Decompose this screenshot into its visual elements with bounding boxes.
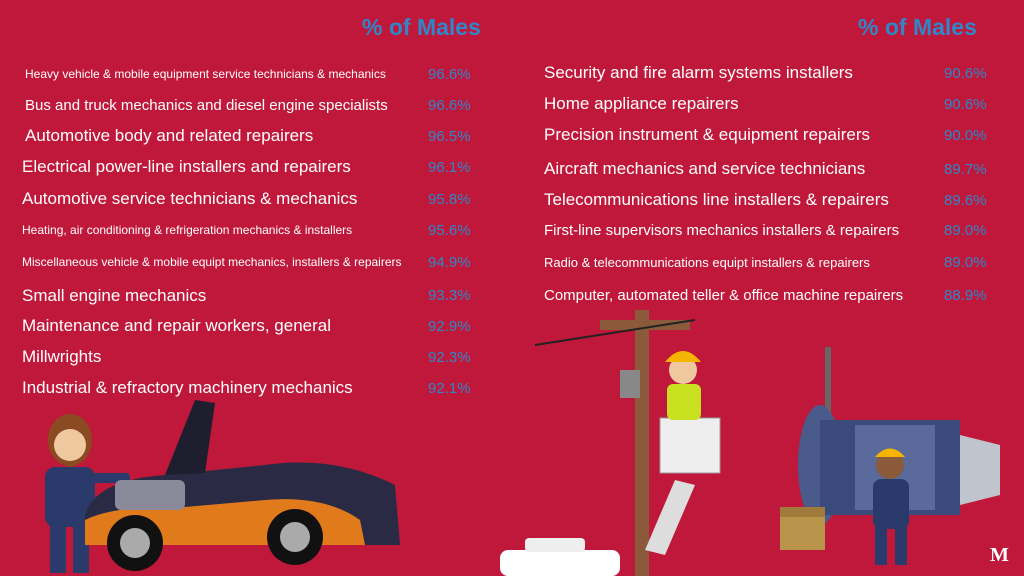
table-row: Computer, automated teller & office mach… <box>544 283 903 307</box>
occupation-label: Radio & telecommunications equipt instal… <box>544 254 870 270</box>
table-row: Maintenance and repair workers, general <box>22 314 331 338</box>
percent-value: 89.6% <box>944 191 987 209</box>
percent-value: 89.0% <box>944 253 987 271</box>
table-row: Automotive body and related repairers <box>25 124 313 148</box>
table-row: Heating, air conditioning & refrigeratio… <box>22 218 352 242</box>
table-row-value: 88.9% <box>944 283 987 307</box>
occupation-label: Heating, air conditioning & refrigeratio… <box>22 223 353 237</box>
table-row: Industrial & refractory machinery mechan… <box>22 376 353 400</box>
occupation-label: Maintenance and repair workers, general <box>22 316 332 335</box>
jet-engine <box>798 347 1000 525</box>
mechanic-car-illustration <box>45 400 400 573</box>
occupation-label: First-line supervisors mechanics install… <box>544 221 900 239</box>
percent-value: 95.8% <box>428 190 471 208</box>
table-row: Small engine mechanics <box>22 284 206 308</box>
table-row-value: 96.6% <box>428 62 471 86</box>
table-row-value: 96.6% <box>428 93 471 117</box>
table-row-value: 90.6% <box>944 61 987 85</box>
table-row-value: 89.0% <box>944 218 987 242</box>
table-row-value: 89.0% <box>944 250 987 274</box>
occupation-label: Bus and truck mechanics and diesel engin… <box>25 96 388 114</box>
occupation-label: Electrical power-line installers and rep… <box>22 157 351 176</box>
percent-value: 88.9% <box>944 286 987 304</box>
table-row-value: 92.1% <box>428 376 471 400</box>
occupation-label: Telecommunications line installers & rep… <box>544 190 889 209</box>
occupation-label: Precision instrument & equipment repaire… <box>544 125 870 144</box>
right-column-header: % of Males <box>858 14 977 40</box>
table-row: Security and fire alarm systems installe… <box>544 61 853 85</box>
worker-figure <box>665 351 701 420</box>
table-row-value: 90.0% <box>944 123 987 147</box>
occupation-label: Industrial & refractory machinery mechan… <box>22 378 353 397</box>
percent-value: 92.9% <box>428 317 471 335</box>
occupation-label: Computer, automated teller & office mach… <box>544 286 904 304</box>
table-row: Telecommunications line installers & rep… <box>544 188 889 212</box>
table-row: Precision instrument & equipment repaire… <box>544 123 870 147</box>
table-row-value: 94.9% <box>428 250 471 274</box>
table-row-value: 96.1% <box>428 155 471 179</box>
occupation-label: Automotive body and related repairers <box>25 126 314 145</box>
table-row-value: 93.3% <box>428 283 471 307</box>
table-row-value: 96.5% <box>428 124 471 148</box>
utility-pole <box>534 310 696 576</box>
percent-value: 90.6% <box>944 95 987 113</box>
table-row-value: 92.3% <box>428 345 471 369</box>
occupation-label: Millwrights <box>22 347 102 366</box>
occupation-label: Miscellaneous vehicle & mobile equipt me… <box>22 255 402 269</box>
table-row-value: 89.7% <box>944 157 987 181</box>
sports-car <box>85 400 400 571</box>
table-row: Radio & telecommunications equipt instal… <box>544 250 870 274</box>
table-row-value: 89.6% <box>944 188 987 212</box>
table-row-value: 95.8% <box>428 187 471 211</box>
percent-value: 89.0% <box>944 221 987 239</box>
occupation-label: Heavy vehicle & mobile equipment service… <box>25 67 386 81</box>
table-row-value: 90.6% <box>944 92 987 116</box>
table-row: Automotive service technicians & mechani… <box>22 187 357 211</box>
table-row: First-line supervisors mechanics install… <box>544 218 899 242</box>
table-row: Aircraft mechanics and service technicia… <box>544 157 865 181</box>
table-row: Miscellaneous vehicle & mobile equipt me… <box>22 250 402 274</box>
table-row: Millwrights <box>22 345 101 369</box>
table-row-value: 95.6% <box>428 218 471 242</box>
lineworker-illustration <box>500 310 721 576</box>
percent-value: 95.6% <box>428 221 471 239</box>
left-column-header: % of Males <box>362 14 481 40</box>
percent-value: 94.9% <box>428 253 471 271</box>
percent-value: 96.1% <box>428 158 471 176</box>
table-row-value: 92.9% <box>428 314 471 338</box>
occupation-label: Security and fire alarm systems installe… <box>544 63 853 82</box>
occupation-label: Automotive service technicians & mechani… <box>22 189 358 208</box>
percent-value: 96.6% <box>428 96 471 114</box>
percent-value: 93.3% <box>428 286 471 304</box>
aircraft-mechanic-illustration <box>780 347 1000 565</box>
percent-value: 96.5% <box>428 127 471 145</box>
table-row: Bus and truck mechanics and diesel engin… <box>25 93 388 117</box>
occupation-label: Aircraft mechanics and service technicia… <box>544 159 866 178</box>
toolbox <box>780 507 825 550</box>
brand-logo: M <box>990 544 1009 566</box>
percent-value: 90.6% <box>944 64 987 82</box>
percent-value: 90.0% <box>944 126 987 144</box>
bucket-lift <box>645 417 721 555</box>
occupation-label: Small engine mechanics <box>22 286 207 305</box>
percent-value: 89.7% <box>944 160 987 178</box>
table-row: Electrical power-line installers and rep… <box>22 155 351 179</box>
percent-value: 92.1% <box>428 379 471 397</box>
percent-value: 92.3% <box>428 348 471 366</box>
table-row: Heavy vehicle & mobile equipment service… <box>25 62 386 86</box>
truck <box>500 538 620 576</box>
mechanic-figure <box>873 448 909 565</box>
percent-value: 96.6% <box>428 65 471 83</box>
occupation-label: Home appliance repairers <box>544 94 739 113</box>
table-row: Home appliance repairers <box>544 92 739 116</box>
